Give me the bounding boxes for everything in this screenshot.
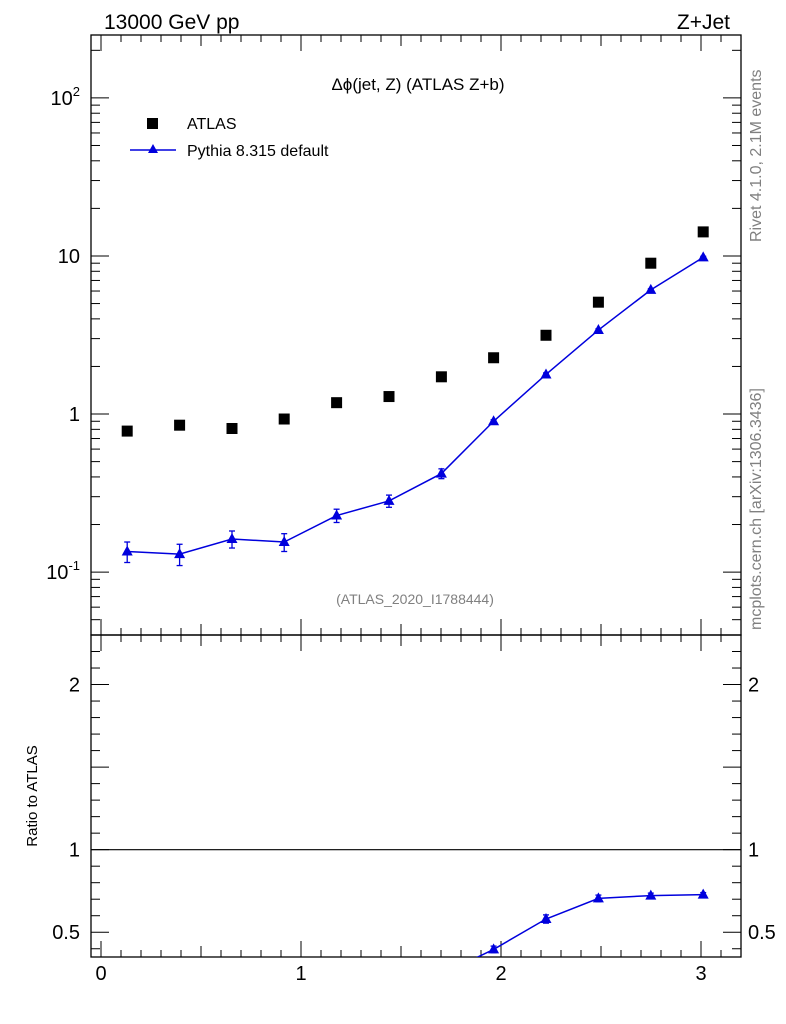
process-label: Z+Jet	[677, 11, 730, 34]
x-tick-label: 0	[95, 963, 106, 985]
atlas-point	[331, 397, 343, 409]
pythia-line	[127, 256, 704, 555]
ratio-y-tick-label-right: 2	[748, 675, 759, 697]
ratio-point	[488, 943, 500, 954]
axis-ticks	[91, 35, 742, 957]
legend: ATLAS Pythia 8.315 default	[130, 116, 329, 160]
pythia-point	[383, 494, 395, 505]
x-tick-label: 2	[495, 963, 506, 985]
legend-marker-pythia	[148, 144, 158, 153]
atlas-point	[435, 371, 447, 383]
atlas-point	[174, 419, 186, 431]
atlas-point	[645, 257, 657, 269]
pythia-point	[331, 509, 343, 520]
pythia-point	[488, 415, 500, 426]
x-tick-labels: 0 1 2 3	[95, 963, 706, 985]
ratio-point	[697, 888, 709, 899]
ratio-point	[227, 976, 238, 986]
pythia-point	[174, 548, 186, 559]
ratio-point	[540, 913, 552, 924]
atlas-point	[540, 329, 552, 341]
pythia-point	[226, 532, 238, 543]
x-tick-label: 1	[295, 963, 306, 985]
ratio-point	[331, 977, 342, 987]
main-y-tick-label: 102	[51, 84, 80, 110]
main-plot-marks	[121, 226, 709, 567]
main-y-tick-label: 10	[58, 246, 80, 268]
ratio-plot-marks	[122, 888, 709, 994]
ratio-point	[645, 889, 657, 900]
ratio-point	[436, 969, 447, 979]
ratio-point	[122, 980, 133, 990]
ratio-point	[384, 973, 395, 983]
x-tick-label: 3	[695, 963, 706, 985]
legend-marker-atlas	[147, 118, 158, 129]
energy-label: 13000 GeV pp	[104, 11, 239, 34]
legend-label-atlas: ATLAS	[187, 116, 237, 133]
legend-label-pythia: Pythia 8.315 default	[187, 143, 329, 160]
ratio-pythia-line	[476, 893, 704, 957]
pythia-point	[121, 545, 133, 556]
ratio-y-tick-label-right: 1	[748, 840, 759, 862]
main-y-tick-labels: 102 10 1 10-1	[46, 84, 80, 584]
pythia-point	[278, 536, 290, 547]
ratio-y-tick-label-left: 0.5	[52, 922, 80, 944]
pythia-point	[697, 251, 709, 262]
ratio-y-tick-label-right: 0.5	[748, 922, 776, 944]
ratio-point	[174, 984, 185, 994]
atlas-point	[278, 413, 290, 425]
ratio-point	[592, 892, 604, 903]
pythia-point	[540, 368, 552, 379]
atlas-point	[592, 296, 604, 308]
ratio-y-tick-label-left: 1	[69, 840, 80, 862]
main-y-tick-label: 1	[69, 404, 80, 426]
atlas-point	[226, 422, 238, 434]
main-y-tick-label: 10-1	[46, 558, 80, 584]
pythia-point	[645, 283, 657, 294]
pythia-point	[592, 324, 604, 335]
rivet-info-label: Rivet 4.1.0, 2.1M events	[748, 69, 765, 242]
ratio-point	[279, 981, 290, 991]
atlas-point	[488, 352, 500, 364]
pythia-point	[435, 467, 447, 478]
analysis-label: (ATLAS_2020_I1788444)	[336, 591, 494, 607]
atlas-point	[383, 391, 395, 403]
mcplots-label: mcplots.cern.ch [arXiv:1306.3436]	[748, 388, 765, 630]
atlas-point	[121, 425, 133, 437]
chart-title: Δϕ(jet, Z) (ATLAS Z+b)	[331, 75, 504, 94]
ratio-y-tick-label-left: 2	[69, 675, 80, 697]
ratio-y-tick-labels: 2 2 1 1 0.5 0.5	[52, 675, 776, 945]
atlas-point	[697, 226, 709, 238]
ratio-axis-label: Ratio to ATLAS	[24, 745, 41, 846]
ratio-plot-frame	[90, 634, 742, 958]
